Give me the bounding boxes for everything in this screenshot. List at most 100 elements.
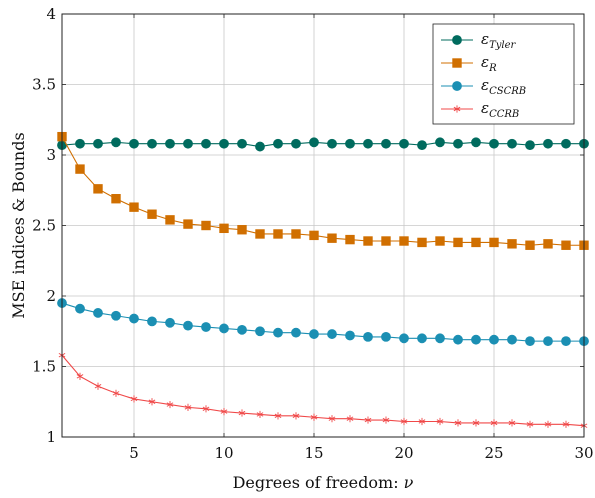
data-point [148,398,156,406]
data-point [417,237,427,248]
axis-ticks: 5 10 15 20 25 30 1 1.5 2 2.5 3 3.5 4 [32,5,593,462]
data-point [526,420,534,428]
data-point [183,219,193,229]
data-point [490,419,498,427]
legend-item: εCCRB [441,99,519,120]
x-tick-label: 15 [304,444,323,462]
data-point [165,317,175,328]
data-point [328,415,336,423]
y-tick-label: 3.5 [32,76,56,94]
series-line [61,141,584,148]
data-point [436,417,444,426]
y-tick-label: 1.5 [32,358,56,376]
data-point [399,236,409,246]
data-point [435,236,445,246]
data-point [489,138,499,149]
data-point [543,239,553,249]
data-point [273,229,283,239]
data-point [345,330,355,341]
data-point [237,225,247,235]
data-point [165,215,175,225]
data-point [309,329,319,339]
data-point [453,334,463,345]
data-point [219,323,229,334]
data-point [75,138,85,149]
data-point [255,326,265,337]
data-point [75,164,85,174]
data-point [129,313,139,324]
data-point [525,140,535,151]
data-point [237,324,247,335]
data-point [418,417,426,426]
data-point [219,223,229,234]
legend-marker [452,81,462,91]
data-point [561,336,571,347]
data-point [76,372,84,380]
series-layer [57,131,589,430]
y-tick-label: 4 [46,5,56,23]
data-point [400,417,408,426]
legend-marker [452,35,462,45]
data-point [129,202,139,212]
data-point [165,138,175,149]
data-point [399,333,409,344]
data-point [94,382,102,390]
data-point [310,413,318,421]
data-point [75,303,85,314]
y-tick-label: 2.5 [32,217,56,235]
legend-item: εTyler [441,30,516,51]
series-tyler [57,137,589,152]
data-point [93,138,103,149]
x-tick-label: 30 [574,444,593,462]
legend-label: εTyler [481,30,516,51]
series-r [57,131,589,250]
data-point [562,420,570,428]
data-point [489,237,499,248]
data-point [364,416,372,424]
legend-item: εCSCRB [441,76,526,97]
data-point [274,412,282,420]
series-line [61,302,584,342]
x-tick-label: 10 [214,444,233,462]
data-point [435,137,445,148]
x-tick-label: 25 [484,444,503,462]
y-tick-label: 3 [46,146,56,164]
data-point [184,403,192,411]
x-tick-label: 5 [129,444,139,462]
data-point [201,220,211,231]
data-point [345,234,355,245]
data-point [93,184,103,194]
data-point [381,236,391,246]
series-ccrb [58,351,588,430]
data-point [345,138,355,149]
y-axis-label: MSE indices & Bounds [9,132,28,318]
data-point [453,138,463,149]
data-point [183,138,193,149]
data-point [382,416,390,424]
data-point [417,140,427,151]
data-point [111,310,121,321]
data-point [309,230,319,241]
x-axis-label: Degrees of freedom: ν [233,473,414,492]
data-point [291,138,301,149]
data-point [471,137,481,148]
data-point [544,420,552,428]
data-point [147,209,157,219]
data-point [507,239,517,249]
data-point [453,237,463,248]
data-point [256,410,264,419]
legend-marker [452,58,462,68]
legend-label: εCCRB [481,99,519,120]
data-point [238,409,246,417]
data-point [202,405,210,413]
legend-item: εR [441,53,497,74]
series-line [61,136,584,246]
data-point [471,237,481,248]
data-point [219,138,229,149]
data-point [129,138,139,149]
legend-label: εCSCRB [481,76,526,97]
data-point [561,138,571,149]
data-point [111,194,121,204]
data-point [111,137,121,148]
